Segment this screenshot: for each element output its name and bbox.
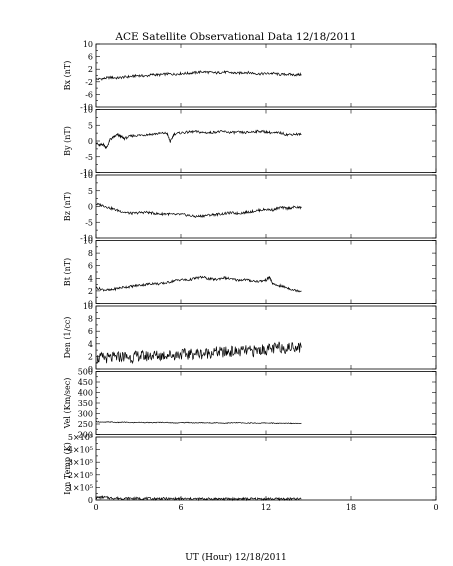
y-tick-label: 10 (83, 237, 93, 246)
x-tick-label: 0 (433, 503, 438, 512)
y-axis-label: Vel (Km/sec) (63, 378, 72, 430)
panels-group: 10 6 2 -2 -6 -10 Bx (nT) 10 5 0 -5 -10 By (nT) 10 5 0 -5… (63, 40, 437, 505)
y-tick-label: -10 (80, 103, 93, 112)
x-tick-label: 0 (93, 503, 98, 512)
y-tick-label: 6 (88, 53, 93, 62)
y-tick-label: 10 (83, 40, 93, 49)
panel-frame (95, 174, 437, 239)
y-axis-label: Bx (nT) (63, 61, 72, 91)
y-tick-label: 0 (88, 496, 93, 505)
panel-frame (95, 109, 437, 173)
y-tick-label: 350 (78, 399, 93, 408)
y-axis-label: Den (1/cc) (63, 317, 72, 359)
y-tick-label: -10 (80, 234, 93, 243)
y-tick-label: 450 (78, 378, 93, 387)
series-line-den (95, 341, 302, 365)
x-tick-label: 6 (178, 503, 183, 512)
series-line-vel (95, 420, 302, 425)
y-tick-label: 8 (88, 315, 93, 324)
series-line-bt (95, 275, 302, 293)
y-axis-label: By (nT) (63, 126, 72, 156)
y-tick-label: 400 (78, 389, 93, 398)
y-tick-label: 500 (78, 368, 93, 377)
y-tick-label: -10 (80, 169, 93, 178)
y-tick-label: 2 (88, 352, 93, 361)
y-tick-label: -6 (85, 90, 93, 99)
panel-bx: 10 6 2 -2 -6 -10 Bx (nT) (63, 40, 437, 112)
x-axis: 0 6 12 18 0 (93, 503, 438, 512)
y-tick-label: 8 (88, 249, 93, 258)
y-tick-label: 300 (78, 410, 93, 419)
y-tick-label: 4 (88, 340, 93, 349)
panel-frame (95, 436, 437, 501)
y-tick-label: 0 (88, 365, 93, 374)
series-line-ion-temp (96, 494, 302, 502)
y-axis-label: Bt (nT) (63, 258, 72, 286)
y-tick-label: 0 (88, 137, 93, 146)
y-tick-label: 200 (78, 431, 93, 440)
panel-bt: 10 8 6 4 2 0 Bt (nT) (63, 237, 437, 309)
y-tick-label: 6 (88, 262, 93, 271)
series-line-by (95, 129, 302, 150)
y-tick-label: -2 (85, 78, 93, 87)
x-tick-label: 12 (261, 503, 271, 512)
panel-bz: 10 5 0 -5 -10 Bz (nT) (63, 171, 437, 243)
x-tick-label: 18 (346, 503, 356, 512)
y-tick-label: 2×10⁵ (68, 471, 93, 480)
y-tick-label: 4 (88, 274, 93, 283)
panel-frame (95, 371, 437, 435)
y-tick-label: 0 (88, 203, 93, 212)
y-tick-label: 5×10⁵ (68, 433, 93, 442)
panel-by: 10 5 0 -5 -10 By (nT) (63, 106, 437, 178)
y-tick-label: 2 (88, 287, 93, 296)
y-tick-label: 10 (83, 302, 93, 311)
y-tick-label: 2 (88, 65, 93, 74)
y-tick-label: 3×10⁵ (68, 458, 93, 467)
y-tick-label: 1×10⁵ (68, 483, 93, 492)
series-line-bz (95, 202, 302, 219)
series-line-bx (95, 70, 302, 81)
y-tick-label: 250 (78, 420, 93, 429)
x-axis-label: UT (Hour) 12/18/2011 (185, 552, 287, 563)
y-tick-label: 4×10⁵ (68, 446, 93, 455)
y-tick-label: 10 (83, 106, 93, 115)
y-tick-label: -5 (85, 153, 93, 162)
y-tick-label: 6 (88, 327, 93, 336)
y-tick-label: 5 (88, 121, 93, 130)
y-tick-label: 0 (88, 300, 93, 309)
panel-ion-temp: 5×10⁵ 4×10⁵ 3×10⁵ 2×10⁵ 1×10⁵ 0 Ion Temp (K) (63, 433, 437, 505)
y-tick-label: 10 (83, 171, 93, 180)
panel-frame (95, 240, 437, 304)
chart-title: ACE Satellite Observational Data 12/18/2… (114, 31, 356, 43)
y-axis-label: Bz (nT) (63, 192, 72, 221)
panel-den: 10 8 6 4 2 0 Den (1/cc) (63, 302, 437, 374)
y-tick-label: 5 (88, 187, 93, 196)
y-tick-label: -5 (85, 218, 93, 227)
y-axis-label: Ion Temp (K) (63, 442, 72, 495)
